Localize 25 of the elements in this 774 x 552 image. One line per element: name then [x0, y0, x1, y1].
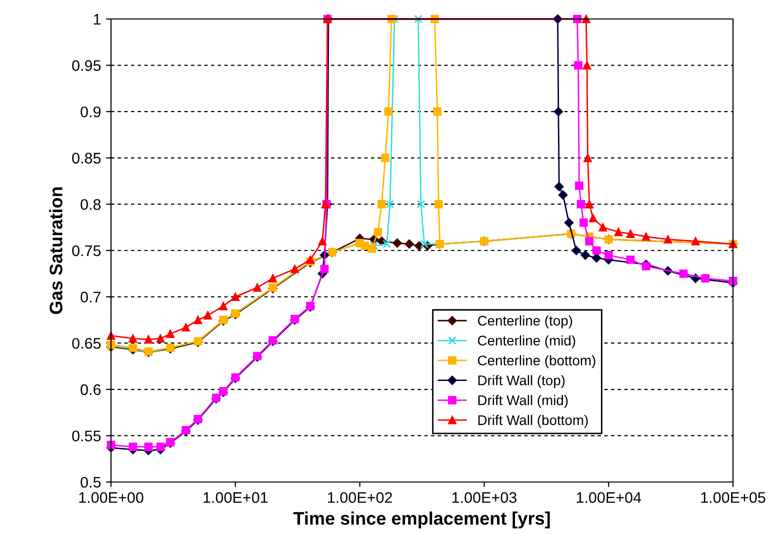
- y-tick-label: 0.85: [72, 152, 101, 164]
- legend-label: Drift Wall (bottom): [478, 414, 588, 428]
- legend-label: Centerline (top): [478, 315, 572, 328]
- x-tick-label: 1.00E+01: [204, 492, 268, 503]
- y-tick-label: 0.95: [72, 60, 101, 71]
- y-tick-label: 0.6: [80, 384, 101, 396]
- y-axis-title: Gas Saturation: [49, 187, 62, 314]
- y-tick-label: 0.7: [80, 292, 101, 302]
- legend-label: Centerline (mid): [478, 335, 576, 348]
- y-tick-label: 0.75: [72, 245, 101, 256]
- x-tick-label: 1.00E+05: [701, 492, 766, 503]
- y-tick-label: 0.5: [80, 476, 101, 488]
- y-tick-label: 0.9: [80, 106, 101, 118]
- legend-label: Drift Wall (top): [478, 375, 565, 388]
- y-tick-label: 0.55: [72, 430, 101, 442]
- legend-label: Centerline (bottom): [478, 355, 596, 368]
- y-tick-label: 0.65: [72, 338, 101, 349]
- x-tick-label: 1.00E+02: [328, 492, 392, 503]
- x-tick-label: 1.00E+04: [576, 492, 642, 503]
- y-tick-label: 0.8: [80, 199, 101, 210]
- legend-label: Drift Wall (mid): [478, 394, 568, 408]
- x-tick-label: 1.00E+03: [452, 492, 516, 503]
- x-tick-label: 1.00E+00: [79, 492, 144, 503]
- x-axis-title: Time since emplacement [yrs]: [293, 512, 550, 528]
- y-tick-label: 1: [94, 14, 101, 25]
